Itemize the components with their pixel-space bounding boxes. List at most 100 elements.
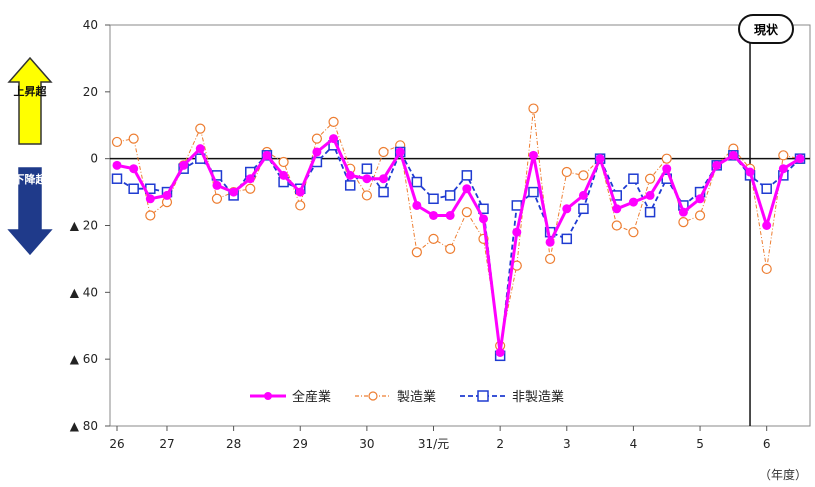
point-all-industries [662,164,672,174]
legend-swatch-manufacturing [355,390,392,401]
point-manufacturing [195,123,206,134]
point-manufacturing [428,233,439,244]
point-all-industries [462,184,472,194]
legend-label-non-manufacturing: 非製造業 [512,390,565,405]
point-all-industries [595,154,605,164]
point-non-manufacturing [111,173,123,184]
legend-swatch-non-manufacturing [460,389,507,402]
down-trend-arrow: 下降超 [7,166,53,256]
y-tick-label: ▲ 60 [70,352,98,366]
y-tick-label: 40 [83,18,98,32]
x-tick-label: 4 [630,437,638,451]
point-manufacturing [211,193,223,204]
point-all-industries [712,160,722,170]
point-all-industries [345,170,355,180]
y-tick-label: ▲ 40 [70,285,98,299]
point-all-industries [279,170,289,180]
legend: 全産業 製造業 非製造業 [250,386,564,405]
point-all-industries [562,204,572,214]
point-all-industries [429,210,439,220]
point-manufacturing [545,253,556,265]
point-manufacturing [245,183,256,194]
point-all-industries [195,144,205,154]
point-manufacturing [611,220,622,231]
legend-label-all-industries: 全産業 [292,390,332,405]
up-trend-arrow: 上昇超 [7,56,53,146]
point-all-industries [545,237,555,247]
point-all-industries [762,221,772,230]
point-all-industries [628,197,638,207]
point-manufacturing [644,173,656,184]
legend-swatch-all-industries [250,391,286,400]
point-manufacturing [295,200,306,211]
point-all-industries [145,194,155,204]
point-all-industries [745,167,755,177]
point-all-industries [379,174,389,184]
point-all-industries [512,227,522,237]
point-manufacturing [578,170,589,181]
point-all-industries [229,187,239,197]
point-non-manufacturing [411,176,423,188]
point-all-industries [695,194,705,204]
point-all-industries [445,210,455,220]
point-non-manufacturing [644,206,656,218]
series-line-manufacturing [116,108,801,347]
point-manufacturing [461,207,472,218]
point-all-industries [678,207,688,217]
y-tick-label: 0 [90,152,98,166]
point-manufacturing [661,153,672,164]
point-all-industries [528,150,538,160]
point-non-manufacturing [461,170,473,181]
x-tick-label: 31/元 [418,437,449,451]
point-all-industries [295,187,305,197]
point-manufacturing [278,156,289,168]
point-all-industries [179,160,189,170]
point-manufacturing [111,136,123,148]
point-manufacturing [778,150,789,161]
point-all-industries [262,150,272,160]
point-manufacturing [145,210,156,221]
point-all-industries [495,347,505,357]
x-tick-label: 29 [293,437,308,451]
point-manufacturing [445,243,456,254]
legend-item-manufacturing: 製造業 [355,386,436,405]
point-non-manufacturing [628,173,639,184]
legend-item-non-manufacturing: 非製造業 [460,386,564,405]
point-manufacturing [128,133,139,144]
x-tick-label: 30 [359,437,374,451]
point-all-industries [578,190,588,200]
point-all-industries [478,214,488,224]
point-manufacturing [678,217,689,228]
point-all-industries [362,174,372,184]
up-arrow-icon [7,56,53,145]
point-manufacturing [761,263,772,275]
x-tick-label: 28 [226,437,241,451]
x-tick-label: 27 [159,437,174,451]
point-all-industries [162,190,172,200]
y-tick-label: ▲ 20 [70,219,98,233]
current-badge: 現状 [738,14,794,44]
point-non-manufacturing [528,186,539,198]
point-manufacturing [694,210,706,221]
point-all-industries [645,190,655,200]
point-manufacturing [328,116,339,128]
x-tick-label: 3 [563,437,571,451]
point-non-manufacturing [561,233,573,245]
down-arrow-icon [7,167,53,256]
point-non-manufacturing [344,180,356,191]
point-all-industries [728,150,738,160]
y-tick-label: ▲ 80 [70,419,98,433]
legend-item-all-industries: 全産業 [250,386,331,405]
point-non-manufacturing [378,186,389,198]
point-all-industries [412,200,422,210]
y-tick-label: 20 [83,85,98,99]
point-manufacturing [311,133,323,144]
point-non-manufacturing [428,193,439,205]
point-manufacturing [528,103,539,114]
plot-frame [109,24,811,427]
x-tick-label: 5 [696,437,704,451]
point-non-manufacturing [444,190,456,201]
x-tick-label: 6 [763,437,771,451]
